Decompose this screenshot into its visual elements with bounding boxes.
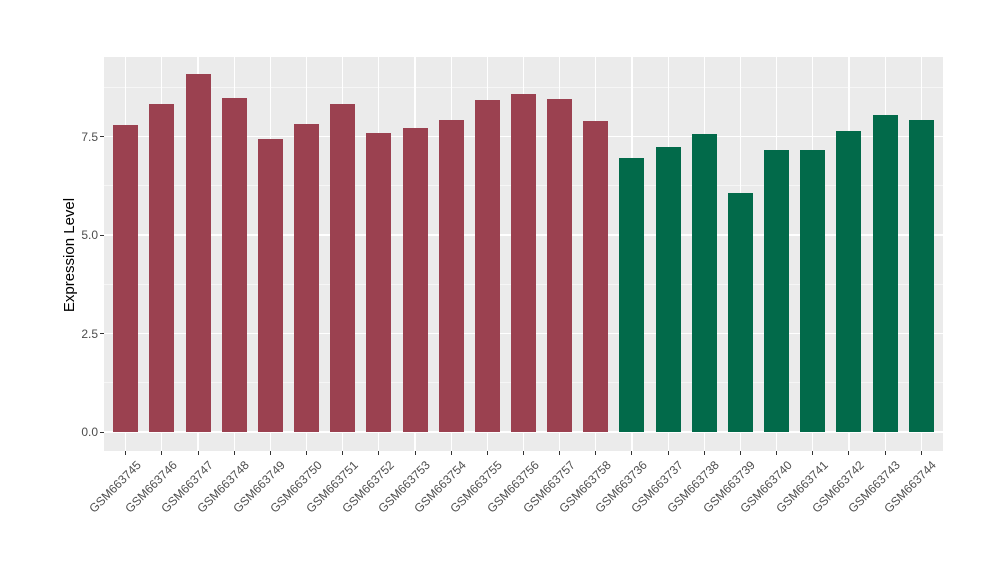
y-tick-label: 2.5 (81, 326, 98, 341)
x-tick-mark (233, 451, 235, 455)
bar (872, 115, 898, 433)
x-tick-mark (342, 451, 344, 455)
x-tick-mark (667, 451, 669, 455)
bar (257, 139, 283, 433)
x-tick-mark (523, 451, 524, 455)
bar (113, 124, 139, 433)
bar (547, 99, 573, 433)
bar (727, 193, 753, 433)
y-tick-label: 0.0 (81, 425, 98, 440)
bar (474, 99, 500, 433)
x-tick-mark (631, 451, 633, 455)
bar (655, 146, 681, 433)
bar (294, 123, 320, 433)
bar (366, 133, 392, 433)
x-tick-mark (269, 451, 271, 455)
x-tick-mark (197, 451, 199, 455)
x-tick-mark (776, 451, 778, 455)
y-tick-label: 7.5 (81, 129, 98, 144)
bar (221, 98, 247, 433)
bar (330, 104, 356, 433)
y-tick-mark (99, 431, 104, 433)
bar (908, 119, 934, 433)
y-tick-mark (99, 333, 104, 335)
y-tick-label: 5.0 (81, 228, 98, 243)
x-tick-mark (884, 451, 886, 455)
x-tick-mark (595, 451, 597, 455)
bar (800, 149, 826, 433)
y-tick-mark (99, 136, 104, 138)
x-tick-mark (848, 451, 850, 455)
bar (438, 120, 464, 433)
bar (511, 94, 536, 433)
x-tick-mark (378, 451, 380, 455)
bar (402, 128, 428, 433)
bar (764, 149, 790, 433)
bar (619, 158, 645, 433)
y-axis-title: Expression Level (61, 197, 78, 313)
bar (583, 121, 609, 433)
x-tick-mark (920, 451, 922, 455)
x-tick-mark (739, 451, 741, 455)
x-tick-mark (306, 451, 308, 455)
x-tick-mark (450, 451, 452, 455)
x-tick-mark (812, 451, 814, 455)
x-tick-mark (703, 451, 705, 455)
x-tick-mark (414, 451, 416, 455)
y-tick-mark (99, 234, 104, 236)
x-tick-mark (125, 451, 127, 455)
bar (836, 130, 862, 433)
bar (691, 134, 717, 433)
x-tick-mark (161, 451, 163, 455)
bar (185, 74, 211, 433)
bar (149, 104, 175, 433)
x-tick-mark (486, 451, 488, 455)
x-tick-mark (559, 451, 561, 455)
chart-panel (104, 57, 943, 451)
